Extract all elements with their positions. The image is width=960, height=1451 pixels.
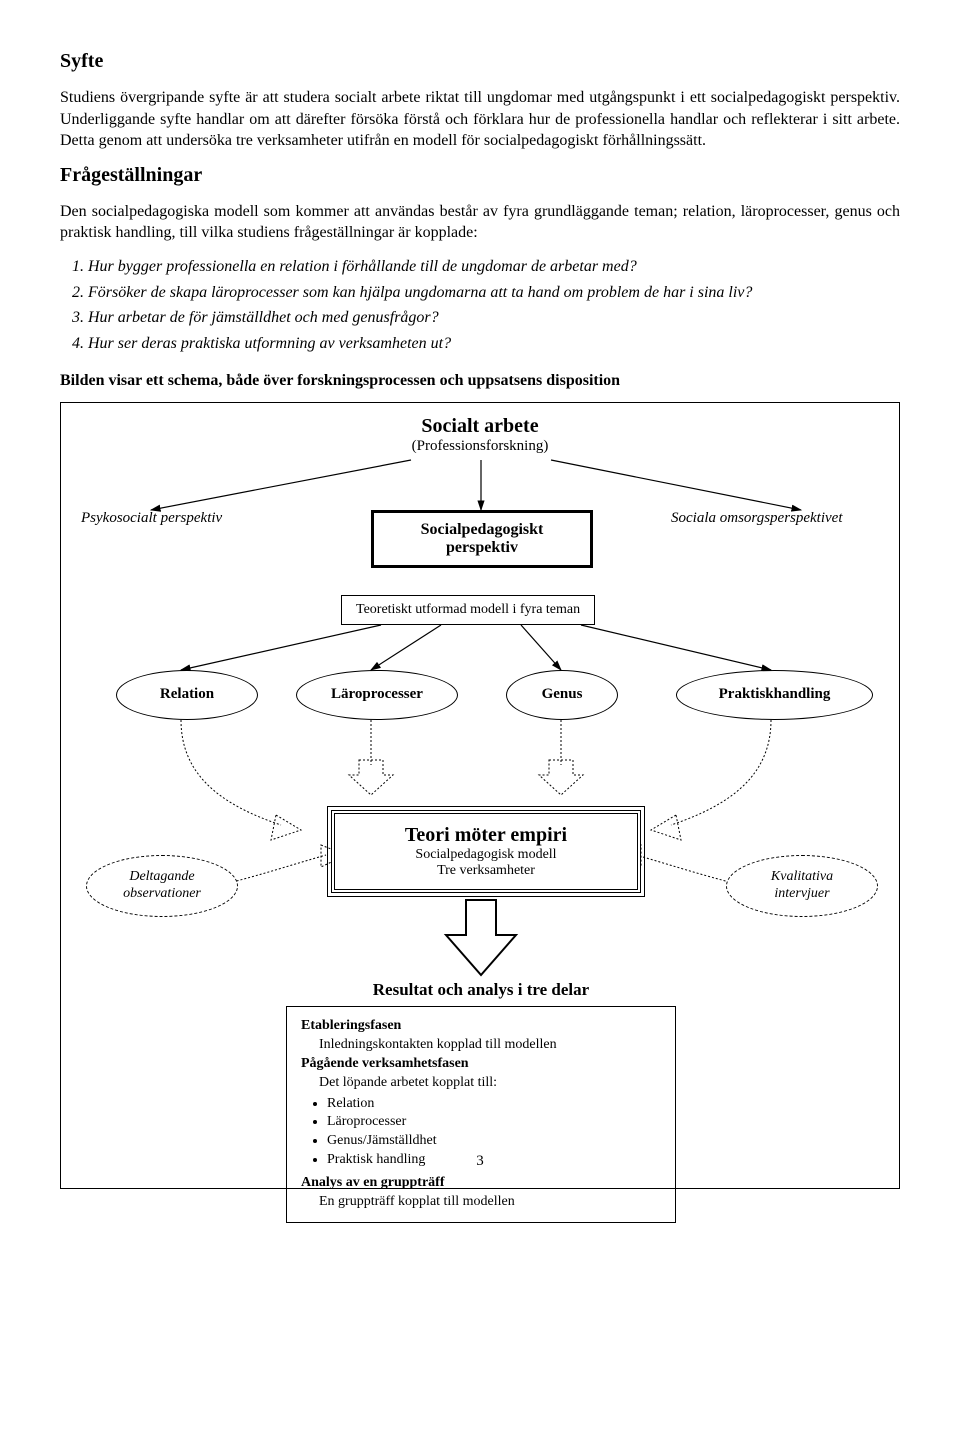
schema-caption: Bilden visar ett schema, både över forsk… xyxy=(60,370,900,392)
question-item: Hur ser deras praktiska utformning av ve… xyxy=(88,333,900,355)
results-bullets: Relation Läroprocesser Genus/Jämställdhe… xyxy=(327,1095,661,1171)
results-phase2-line: Det löpande arbetet kopplat till: xyxy=(319,1074,661,1093)
box-focus-perspective: Socialpedagogiskt perspektiv xyxy=(371,510,593,568)
results-phase1-line: Inledningskontakten kopplad till modelle… xyxy=(319,1036,661,1055)
diagram-top-subtitle: (Professionsforskning) xyxy=(71,438,889,455)
question-item: Försöker de skapa läroprocesser som kan … xyxy=(88,282,900,304)
results-bullet: Relation xyxy=(327,1095,661,1114)
question-item: Hur arbetar de för jämställdhet och med … xyxy=(88,307,900,329)
center-box-line2: Tre verksamheter xyxy=(361,863,611,879)
diagram-canvas: Psykosocialt perspektiv Sociala omsorgsp… xyxy=(71,455,891,1145)
results-bullet: Läroprocesser xyxy=(327,1113,661,1132)
center-box-title: Teori möter empiri xyxy=(361,824,611,847)
results-bullet: Genus/Jämställdhet xyxy=(327,1132,661,1151)
ellipse-method-left: Deltagande observationer xyxy=(86,855,238,917)
schema-container: Socialt arbete (Professionsforskning) xyxy=(60,402,900,1189)
results-phase2: Pågående verksamhetsfasen xyxy=(301,1055,661,1074)
box-model: Teoretiskt utformad modell i fyra teman xyxy=(341,595,595,625)
ellipse-theme-laroprocesser: Läroprocesser xyxy=(296,670,458,720)
diagram-top-title: Socialt arbete xyxy=(71,415,889,438)
question-item: Hur bygger professionella en relation i … xyxy=(88,256,900,278)
ellipse-theme-genus: Genus xyxy=(506,670,618,720)
ellipse-method-right: Kvalitativa intervjuer xyxy=(726,855,878,917)
paragraph-fragestallningar-intro: Den socialpedagogiska modell som kommer … xyxy=(60,201,900,244)
questions-list: Hur bygger professionella en relation i … xyxy=(88,256,900,354)
ellipse-theme-praktisk: Praktiskhandling xyxy=(676,670,873,720)
paragraph-syfte: Studiens övergripande syfte är att stude… xyxy=(60,87,900,152)
results-bullet: Praktisk handling xyxy=(327,1151,661,1170)
ellipse-theme-relation: Relation xyxy=(116,670,258,720)
heading-syfte: Syfte xyxy=(60,50,900,73)
results-analysis: Analys av en gruppträff xyxy=(301,1174,661,1193)
results-box: Etableringsfasen Inledningskontakten kop… xyxy=(286,1006,676,1223)
results-phase1: Etableringsfasen xyxy=(301,1017,661,1036)
results-title: Resultat och analys i tre delar xyxy=(71,980,891,1000)
label-right-perspective: Sociala omsorgsperspektivet xyxy=(671,510,843,527)
results-analysis-line: En gruppträff kopplat till modellen xyxy=(319,1193,661,1212)
label-left-perspective: Psykosocialt perspektiv xyxy=(81,510,222,527)
heading-fragestallningar: Frågeställningar xyxy=(60,164,900,187)
box-center-teori: Teori möter empiri Socialpedagogisk mode… xyxy=(331,810,641,893)
center-box-line1: Socialpedagogisk modell xyxy=(361,847,611,863)
